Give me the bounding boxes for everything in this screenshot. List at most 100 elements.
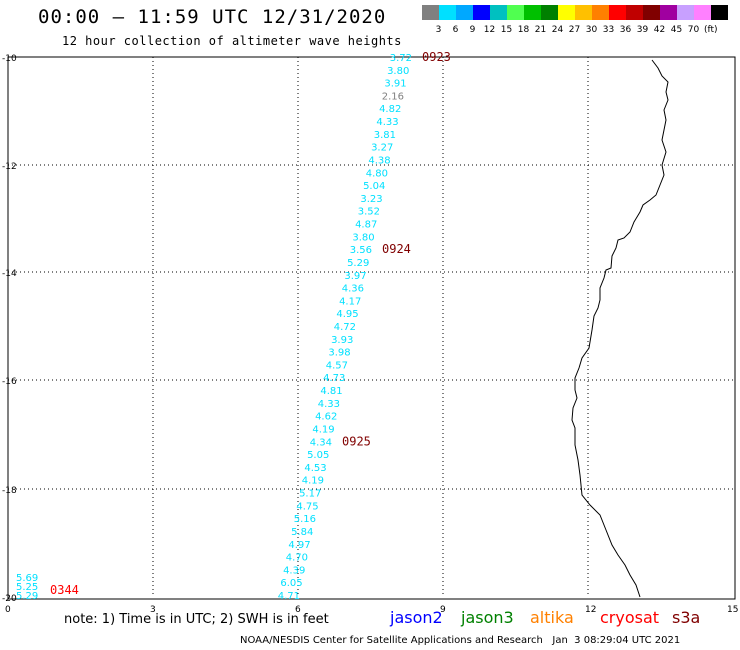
swh-value: 5.16: [294, 514, 316, 525]
scale-swatch: [541, 5, 558, 20]
swh-value: 3.80: [352, 232, 374, 243]
lat-label: -10: [2, 54, 17, 64]
swh-value: 5.25: [16, 582, 38, 593]
scale-unit: (ft): [704, 25, 718, 35]
scale-swatch: [711, 5, 728, 20]
swh-value: 4.39: [283, 565, 305, 576]
swh-value: 4.80: [366, 168, 388, 179]
swh-value: 4.57: [326, 360, 348, 371]
swh-value: 2.16: [382, 91, 404, 102]
pass-time-label: 0344: [50, 583, 79, 597]
altimeter-track: 3.72 3.80 3.912.16 4.82 4.33 3.81 3.274.38 4.80…: [16, 50, 451, 602]
scale-swatch: [626, 5, 643, 20]
lon-label: 9: [440, 605, 446, 615]
swh-value: 4.73: [323, 373, 345, 384]
swh-value: 3.56: [350, 245, 372, 256]
axis-labels: -10 -12 -14 -16 -18 -200 3 6 9 12 15: [2, 54, 738, 615]
scale-swatch: [575, 5, 592, 20]
swh-value: 5.17: [299, 489, 321, 500]
scale-label: 6: [452, 25, 459, 35]
swh-value: 3.81: [374, 130, 396, 141]
scale-label: 30: [585, 25, 598, 35]
swh-value: 4.82: [379, 104, 401, 115]
scale-swatch: [660, 5, 677, 20]
swh-value: 4.36: [342, 284, 364, 295]
scale-label: 3: [435, 25, 442, 35]
scale-label: 70: [687, 25, 700, 35]
swh-value: 5.29: [347, 258, 369, 269]
scale-label: 39: [636, 25, 649, 35]
swh-value: 3.52: [358, 207, 380, 218]
scale-swatch: [524, 5, 541, 20]
scale-label: 21: [534, 25, 547, 35]
swh-value: 4.38: [368, 155, 390, 166]
map-subtitle: 12 hour collection of altimeter wave hei…: [62, 34, 402, 48]
scale-swatch: [490, 5, 507, 20]
satellite-label-cryosat: cryosat: [600, 608, 660, 627]
lat-label: -14: [2, 269, 17, 279]
swh-value: 3.93: [331, 335, 353, 346]
satellite-label-jason3: jason3: [461, 608, 514, 627]
swh-value: 5.05: [307, 450, 329, 461]
scale-swatch: [694, 5, 711, 20]
scale-label: 36: [619, 25, 632, 35]
scale-swatch: [643, 5, 660, 20]
swh-value: 5.04: [363, 181, 385, 192]
swh-value: 4.97: [288, 540, 310, 551]
swh-value: 4.34: [310, 437, 332, 448]
swh-value: 4.71: [278, 591, 300, 602]
swh-value: 3.72: [390, 53, 412, 64]
swh-value: 3.98: [328, 348, 350, 359]
swh-value: 6.05: [280, 578, 302, 589]
lat-label: -20: [2, 594, 17, 604]
footer-credit: NOAA/NESDIS Center for Satellite Applica…: [240, 635, 681, 646]
lon-label: 15: [727, 605, 738, 615]
scale-label: 9: [469, 25, 476, 35]
lat-label: -16: [2, 377, 17, 387]
scale-swatch: [609, 5, 626, 20]
scale-swatch: [558, 5, 575, 20]
scale-label: 33: [602, 25, 615, 35]
scale-swatch: [439, 5, 456, 20]
scale-swatch: [473, 5, 490, 20]
swh-value: 4.17: [339, 296, 361, 307]
swh-value: 4.72: [334, 322, 356, 333]
scale-label: 18: [517, 25, 530, 35]
map-grid: [8, 57, 735, 597]
lon-label: 0: [5, 605, 11, 615]
scale-swatch: [422, 5, 439, 20]
swh-value: 4.62: [315, 412, 337, 423]
map-title: 00:00 – 11:59 UTC 12/31/2020: [38, 6, 387, 28]
swh-value: 3.23: [360, 194, 382, 205]
swh-value: 3.97: [344, 271, 366, 282]
scale-label: 15: [500, 25, 513, 35]
scale-swatch: [456, 5, 473, 20]
swh-value: 5.69: [16, 573, 38, 584]
swh-value: 4.53: [304, 463, 326, 474]
swh-value: 4.95: [336, 309, 358, 320]
satellite-label-s3a: s3a: [672, 608, 701, 627]
scale-label: 12: [483, 25, 496, 35]
swh-value: 4.33: [376, 117, 398, 128]
scale-label: 24: [551, 25, 564, 35]
footer-note: note: 1) Time is in UTC; 2) SWH is in fe…: [64, 612, 329, 627]
swh-value: 4.75: [296, 501, 318, 512]
scale-swatch: [592, 5, 609, 20]
lat-label: -18: [2, 486, 17, 496]
satellite-label-altika: altika: [530, 608, 574, 627]
swh-value: 4.33: [318, 399, 340, 410]
lon-label: 12: [585, 605, 596, 615]
swh-value: 4.19: [302, 476, 324, 487]
scale-label: 42: [653, 25, 666, 35]
swh-value: 5.84: [291, 527, 313, 538]
swh-value: 4.19: [312, 424, 334, 435]
scale-swatch: [677, 5, 694, 20]
map-frame: [7, 56, 736, 600]
scale-label: 45: [670, 25, 683, 35]
scale-swatch: [507, 5, 524, 20]
scale-label: 27: [568, 25, 581, 35]
lat-label: -12: [2, 162, 17, 172]
lon-label: 6: [295, 605, 301, 615]
swh-value: 4.81: [320, 386, 342, 397]
swh-value: 3.80: [387, 66, 409, 77]
